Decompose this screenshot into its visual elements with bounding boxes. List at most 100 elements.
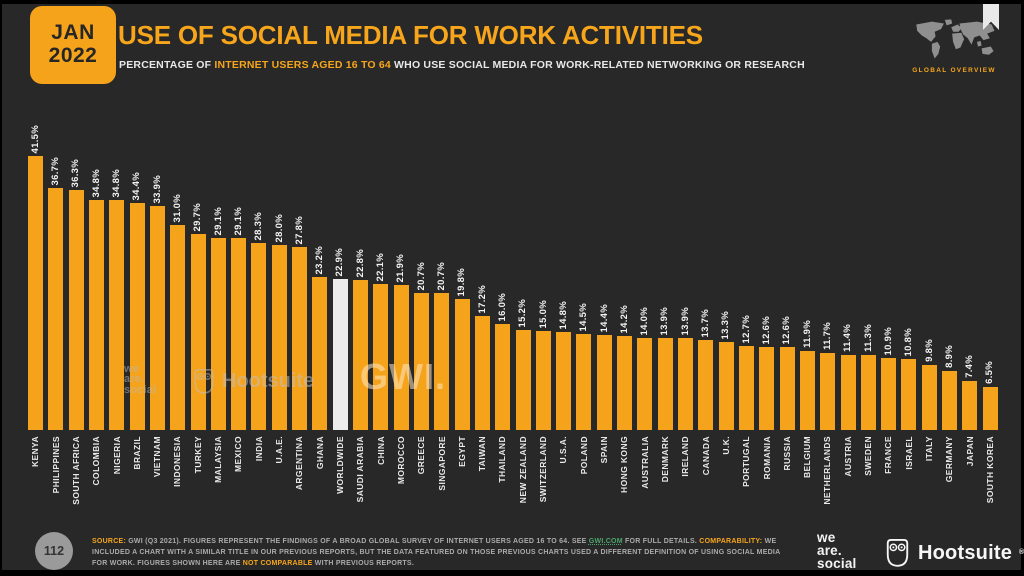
category-label: CHINA	[375, 436, 386, 465]
bar-slot: 28.3%	[251, 211, 267, 430]
hootsuite-logo: Hootsuite ®	[884, 538, 1024, 568]
category-label: DENMARK	[659, 436, 670, 483]
category-label: ROMANIA	[761, 436, 772, 480]
category-label: SINGAPORE	[436, 436, 447, 491]
category-cell: HONG KONG	[617, 436, 632, 536]
bar-value-label: 31.0%	[171, 193, 183, 222]
bar-value-label: 11.7%	[821, 322, 833, 350]
category-label: U.A.E.	[274, 436, 284, 464]
category-cell: NEW ZEALAND	[516, 436, 531, 536]
bar	[698, 340, 714, 430]
bar	[48, 188, 64, 430]
source-note: SOURCE: GWI (Q3 2021). FIGURES REPRESENT…	[92, 536, 797, 570]
bar-value-label: 14.0%	[639, 306, 651, 335]
bar-slot: 13.3%	[718, 311, 734, 430]
bar-value-label: 22.8%	[354, 248, 366, 277]
category-cell: KENYA	[28, 436, 43, 536]
bar-slot: 13.9%	[657, 306, 673, 430]
category-cell: TAIWAN	[475, 436, 490, 536]
bar	[738, 346, 754, 430]
bar-value-label: 29.1%	[212, 206, 224, 235]
category-label: TAIWAN	[477, 436, 488, 472]
category-cell: CHINA	[373, 436, 388, 536]
category-label: GREECE	[416, 436, 427, 475]
bar-slot: 17.2%	[474, 285, 490, 430]
bar-slot: 16.0%	[495, 293, 511, 430]
category-cell: POLAND	[576, 436, 591, 536]
subtitle-suffix: WHO USE SOCIAL MEDIA FOR WORK-RELATED NE…	[390, 59, 805, 71]
hootsuite-owl-icon	[886, 538, 909, 567]
gwi-link[interactable]: GWI.COM	[588, 538, 623, 545]
bar	[718, 342, 734, 430]
date-badge: JAN 2022	[30, 6, 116, 84]
bar-slot: 36.7%	[48, 157, 64, 430]
bar	[556, 332, 572, 430]
bar	[149, 206, 165, 430]
bar-value-label: 13.7%	[700, 308, 712, 337]
category-cell: RUSSIA	[780, 436, 795, 536]
bar	[68, 190, 84, 430]
category-label: INDONESIA	[172, 436, 183, 487]
bar	[393, 285, 409, 430]
bar-slot: 11.9%	[799, 320, 815, 430]
bar-slot: 14.0%	[637, 306, 653, 430]
note-segment: WE INCLUDED A CHART WITH A SIMILAR TITLE…	[92, 538, 781, 568]
category-cell: SOUTH AFRICA	[69, 436, 84, 536]
note-segment: FOR FULL DETAILS.	[622, 538, 700, 545]
category-cell: TURKEY	[191, 436, 206, 536]
category-label: SWITZERLAND	[538, 436, 549, 503]
bar-slot: 22.8%	[353, 249, 368, 430]
bar	[617, 336, 633, 430]
bar-value-label: 33.9%	[151, 174, 163, 203]
bar-value-label: 28.3%	[253, 211, 265, 240]
note-segment: COMPARABILITY:	[699, 538, 763, 545]
category-label: GHANA	[314, 436, 325, 470]
bar	[190, 234, 206, 430]
bar	[840, 355, 856, 430]
category-cell: INDONESIA	[170, 436, 185, 536]
bar-value-label: 11.3%	[862, 324, 874, 352]
category-cell: SWITZERLAND	[536, 436, 551, 536]
category-label: BRAZIL	[131, 436, 142, 470]
bar-slot: 31.0%	[170, 193, 186, 430]
bar-chart-bars: 41.5% 36.7% 36.3% 34.8% 34.8% 34.4% 33.9% 31.0%…	[28, 108, 998, 430]
bar-value-label: 8.9%	[943, 345, 955, 368]
subtitle-prefix: PERCENTAGE OF	[119, 59, 215, 71]
bar	[129, 203, 145, 430]
category-cell: BRAZIL	[130, 436, 145, 536]
bar	[332, 279, 348, 430]
bar	[353, 280, 368, 430]
category-cell: FRANCE	[881, 436, 896, 536]
bar-slot: 12.7%	[738, 315, 754, 430]
world-map-icon	[916, 19, 995, 59]
category-cell: COLOMBIA	[89, 436, 104, 536]
bar-slot: 21.9%	[393, 254, 409, 430]
slide-background: JAN 2022 USE OF SOCIAL MEDIA FOR WORK AC…	[2, 4, 1024, 570]
bar-value-label: 29.1%	[232, 206, 244, 235]
category-cell: VIETNAM	[150, 436, 165, 536]
bar-slot: 13.7%	[698, 308, 714, 430]
bar-value-label: 13.9%	[659, 306, 671, 335]
bar-slot: 34.8%	[109, 169, 125, 430]
page-number: 112	[43, 544, 65, 558]
bar	[982, 387, 998, 430]
bar-value-label: 19.8%	[456, 267, 468, 296]
bar-value-label: 12.6%	[761, 315, 772, 344]
bar-value-label: 22.9%	[334, 247, 346, 276]
category-cell: DENMARK	[658, 436, 673, 536]
bar	[942, 371, 958, 430]
bar-slot: 11.4%	[840, 324, 856, 430]
bar-value-label: 34.8%	[90, 168, 102, 197]
bar-value-label: 41.5%	[29, 124, 41, 153]
category-cell: NIGERIA	[109, 436, 124, 536]
bar	[495, 324, 511, 430]
category-label: ITALY	[924, 436, 934, 462]
category-cell: U.S.A.	[556, 436, 571, 536]
category-cell: ITALY	[922, 436, 937, 536]
subtitle-highlight: INTERNET USERS AGED 16 TO 64	[214, 59, 391, 71]
category-label: AUSTRALIA	[639, 436, 650, 489]
bar-slot: 15.2%	[515, 299, 531, 430]
bar-slot: 34.8%	[88, 168, 104, 430]
category-cell: ROMANIA	[759, 436, 774, 536]
category-cell: SAUDI ARABIA	[353, 436, 368, 536]
